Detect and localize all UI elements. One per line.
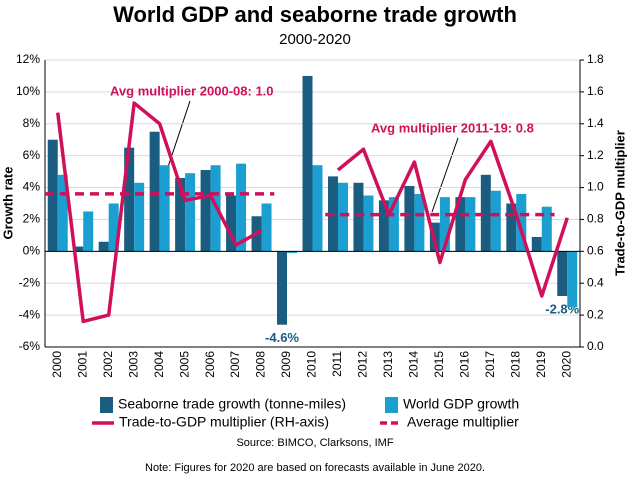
x-tick-label: 2013	[381, 351, 395, 378]
bar	[567, 251, 578, 308]
bar	[134, 182, 145, 252]
bar	[200, 170, 211, 252]
y-tick-label: 12%	[16, 52, 40, 66]
y2-tick-label: 0.2	[587, 307, 604, 321]
x-tick-label: 2016	[458, 351, 472, 378]
bar	[439, 197, 450, 252]
y-axis-label: Growth rate	[0, 167, 15, 240]
bar	[363, 195, 374, 252]
bar	[414, 193, 425, 252]
y-tick-label: 0%	[23, 244, 41, 258]
annotation: Avg multiplier 2011-19: 0.8	[371, 120, 534, 135]
y-tick-label: -6%	[19, 339, 41, 353]
y2-tick-label: 1.2	[587, 148, 604, 162]
bar	[175, 177, 186, 252]
y2-tick-label: 1.0	[587, 180, 604, 194]
bar	[480, 174, 491, 252]
x-tick-label: 2003	[126, 351, 140, 378]
x-tick-label: 2017	[483, 351, 497, 378]
x-tick-label: 2019	[534, 351, 548, 378]
bar	[149, 131, 160, 252]
y2-axis-label: Trade-to-GDP multiplier	[612, 130, 627, 276]
source: Source: BIMCO, Clarksons, IMF	[236, 437, 393, 449]
bar	[516, 193, 527, 252]
legend-label: Seaborne trade growth (tonne-miles)	[118, 396, 346, 412]
annotation: Avg multiplier 2000-08: 1.0	[110, 83, 274, 98]
y2-tick-label: 0.8	[587, 212, 604, 226]
y-tick-label: -2%	[19, 275, 41, 289]
x-tick-label: 2004	[152, 351, 166, 378]
bar	[277, 251, 288, 325]
bar	[236, 163, 247, 252]
y2-tick-label: 0.6	[587, 244, 604, 258]
y-tick-label: 6%	[23, 148, 41, 162]
y2-tick-label: 1.6	[587, 84, 604, 98]
x-tick-label: 2001	[75, 351, 89, 378]
bar	[541, 206, 552, 252]
x-tick-label: 2008	[254, 351, 268, 378]
x-tick-label: 2002	[101, 351, 115, 378]
chart-subtitle: 2000-2020	[279, 31, 351, 48]
y2-tick-label: 1.4	[587, 116, 604, 130]
x-tick-label: 2018	[508, 351, 522, 378]
bar	[531, 236, 542, 252]
x-tick-label: 2000	[50, 351, 64, 378]
bar	[98, 241, 109, 252]
x-tick-label: 2020	[559, 351, 573, 378]
annotation-pointer	[431, 137, 459, 213]
y-tick-label: 4%	[23, 180, 41, 194]
chart-title: World GDP and seaborne trade growth	[113, 2, 517, 27]
y-tick-label: -4%	[19, 307, 41, 321]
bar	[287, 251, 298, 253]
bar	[404, 185, 415, 252]
bar	[312, 165, 323, 252]
bar	[506, 203, 517, 252]
bar	[302, 75, 313, 252]
bar	[388, 197, 399, 252]
x-tick-label: 2009	[279, 351, 293, 378]
bar	[73, 246, 84, 252]
bar	[557, 251, 568, 296]
bar	[124, 147, 135, 252]
y-tick-label: 8%	[23, 116, 41, 130]
x-tick-label: 2014	[407, 351, 421, 378]
y2-tick-label: 0.4	[587, 275, 604, 289]
legend-label: World GDP growth	[403, 396, 519, 412]
bar	[490, 190, 501, 252]
bar	[185, 173, 196, 252]
bar	[378, 200, 389, 252]
note: Note: Figures for 2020 are based on fore…	[145, 462, 485, 474]
x-tick-label: 2015	[432, 351, 446, 378]
bar	[455, 197, 466, 252]
legend-label: Trade-to-GDP multiplier (RH-axis)	[119, 414, 329, 430]
y2-tick-label: 1.8	[587, 52, 604, 66]
bar	[83, 211, 94, 252]
x-tick-label: 2007	[228, 351, 242, 378]
bar	[226, 195, 237, 252]
bar	[261, 203, 272, 252]
x-tick-label: 2005	[177, 351, 191, 378]
y-tick-label: 10%	[16, 84, 40, 98]
y-tick-label: 2%	[23, 212, 41, 226]
legend-label: Average multiplier	[407, 414, 519, 430]
x-tick-label: 2012	[356, 351, 370, 378]
x-tick-label: 2011	[330, 351, 344, 377]
bar	[465, 197, 476, 252]
data-label: -4.6%	[265, 330, 299, 345]
line	[56, 101, 569, 324]
y2-tick-label: 0.0	[587, 339, 604, 353]
bar	[337, 182, 348, 252]
legend-swatch	[385, 397, 398, 413]
bar	[108, 203, 119, 252]
bar	[159, 165, 170, 252]
x-tick-label: 2006	[203, 351, 217, 378]
bar	[353, 182, 364, 252]
bar	[57, 174, 68, 252]
legend-swatch	[100, 397, 113, 413]
x-tick-label: 2010	[305, 351, 319, 378]
average-line	[45, 192, 555, 217]
